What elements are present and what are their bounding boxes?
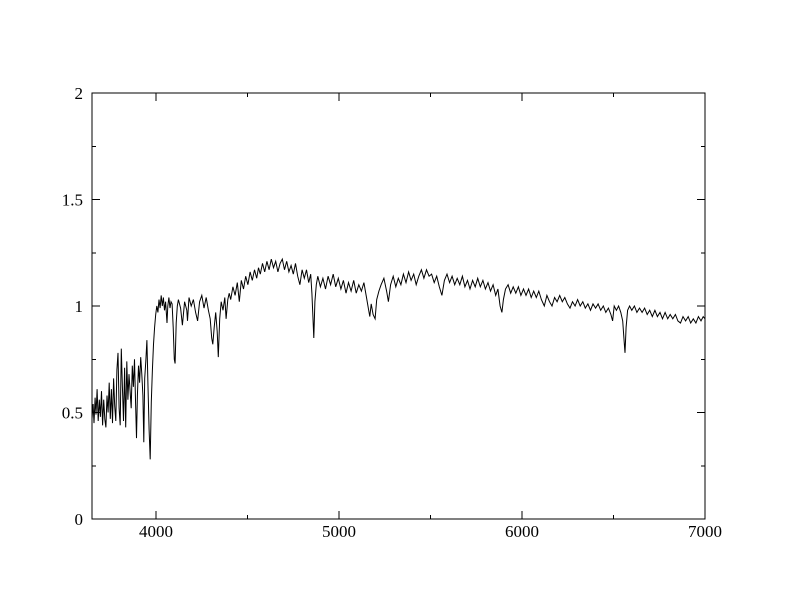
- x-axis-tick-label: 7000: [688, 522, 722, 541]
- x-axis-tick-label: 4000: [139, 522, 173, 541]
- y-axis-tick-label: 0.5: [62, 404, 83, 423]
- spectrum-line: [91, 257, 706, 460]
- x-axis-tick-label: 5000: [322, 522, 356, 541]
- y-axis-tick-label: 0: [75, 510, 84, 529]
- x-axis-tick-label: 6000: [505, 522, 539, 541]
- y-axis-tick-label: 1.5: [62, 191, 83, 210]
- y-axis-tick-label: 1: [75, 297, 84, 316]
- y-axis-tick-label: 2: [75, 84, 84, 103]
